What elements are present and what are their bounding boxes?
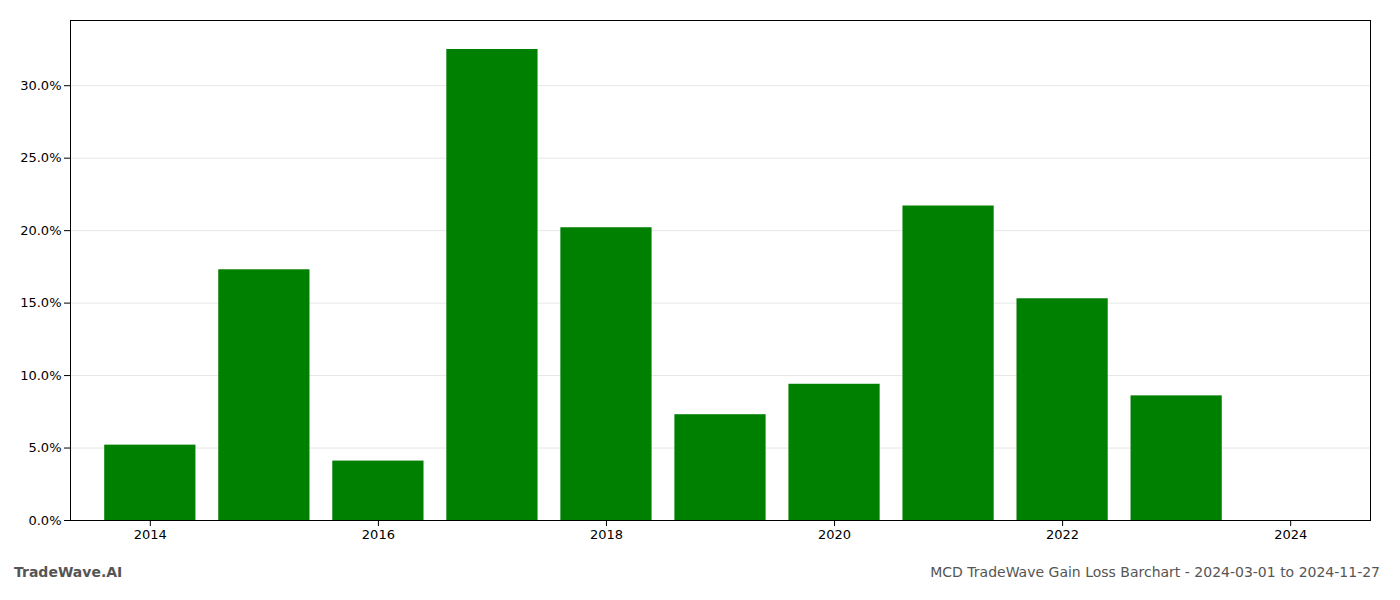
svg-text:0.0%: 0.0% <box>28 513 61 528</box>
svg-text:2020: 2020 <box>818 527 851 542</box>
svg-text:30.0%: 30.0% <box>20 78 61 93</box>
svg-text:2014: 2014 <box>134 527 167 542</box>
html-text:MCD TradeWave Gain Loss Barcha: MCD TradeWave Gain Loss Barchart - 2024-… <box>930 564 1380 580</box>
html-text:TradeWave.AI: TradeWave.AI <box>14 564 123 580</box>
svg-text:5.0%: 5.0% <box>28 440 61 455</box>
svg-text:2018: 2018 <box>590 527 623 542</box>
svg-text:2022: 2022 <box>1046 527 1079 542</box>
svg-text:15.0%: 15.0% <box>20 295 61 310</box>
svg-text:10.0%: 10.0% <box>20 368 61 383</box>
svg-text:2024: 2024 <box>1274 527 1307 542</box>
svg-text:25.0%: 25.0% <box>20 150 61 165</box>
svg-text:2016: 2016 <box>362 527 395 542</box>
svg-text:20.0%: 20.0% <box>20 223 61 238</box>
